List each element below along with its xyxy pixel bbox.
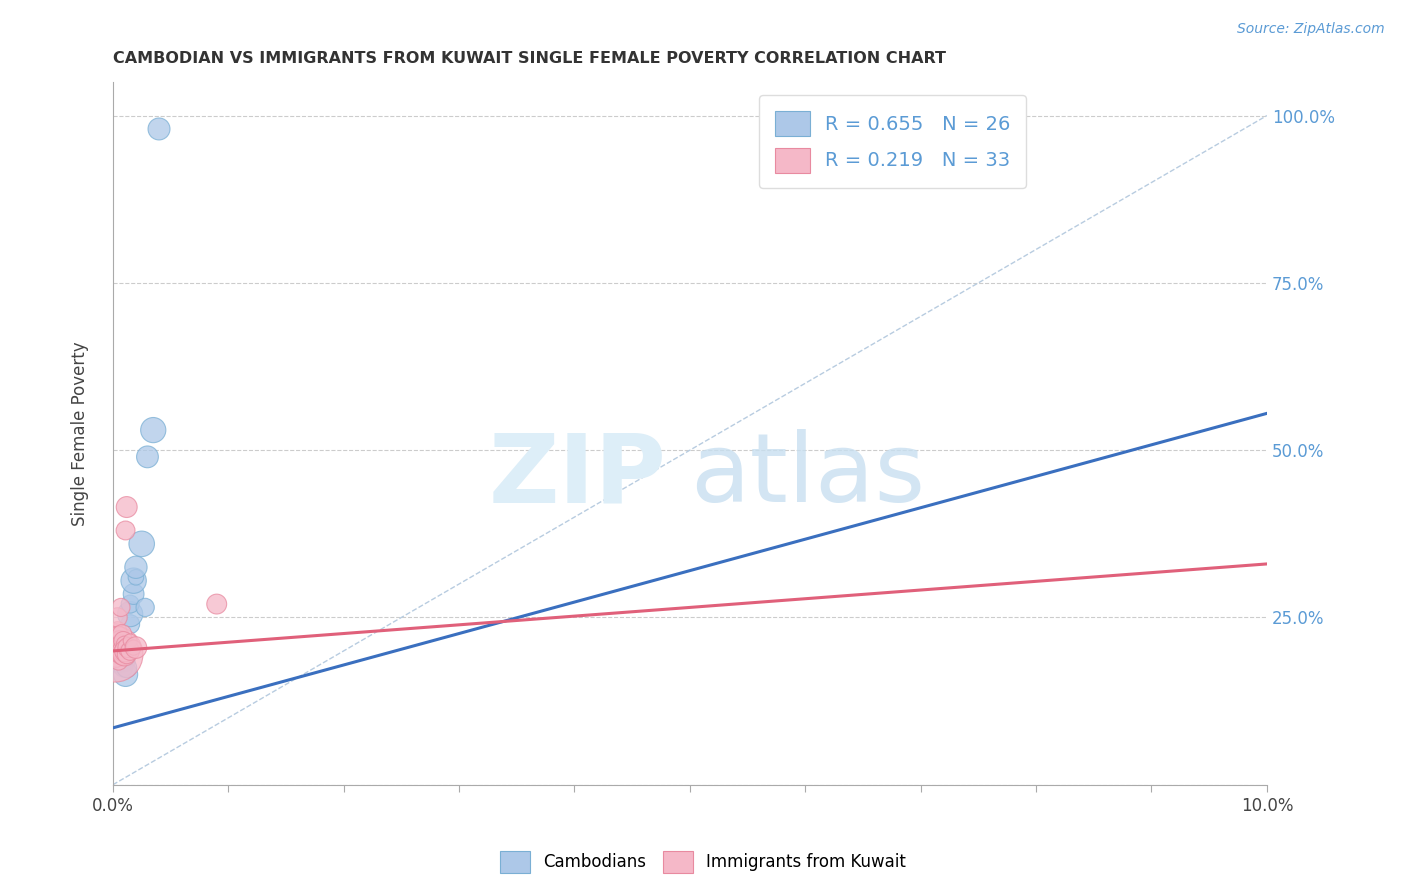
Text: ZIP: ZIP [489,429,666,522]
Point [112,637,135,651]
Point [105,647,128,661]
Point [107,633,129,648]
Point [125,560,148,574]
Point [205,597,228,611]
Point [107,610,129,624]
Point [111,627,134,641]
Point [108,637,131,651]
Point [120,617,142,632]
Point [104,647,127,661]
Point [117,640,139,655]
Point [110,647,132,661]
Point [114,667,136,681]
Point [107,624,129,638]
Point [120,633,142,648]
Legend: R = 0.655   N = 26, R = 0.219   N = 33: R = 0.655 N = 26, R = 0.219 N = 33 [759,95,1026,188]
Point [107,644,129,658]
Text: Source: ZipAtlas.com: Source: ZipAtlas.com [1237,22,1385,37]
Point [104,627,127,641]
Point [111,654,134,668]
Point [125,570,148,584]
Point [122,640,145,655]
Point [122,574,145,588]
Point [111,647,134,661]
Point [107,654,129,668]
Point [112,644,135,658]
Point [115,647,138,661]
Point [107,640,129,655]
Point [112,654,135,668]
Point [115,660,138,674]
Point [110,637,132,651]
Point [125,640,148,655]
Point [112,633,135,648]
Point [115,650,138,665]
Point [111,647,134,661]
Point [105,650,128,665]
Point [134,600,156,615]
Point [107,631,129,645]
Text: atlas: atlas [690,429,925,522]
Point [105,640,128,655]
Point [122,587,145,601]
Point [108,644,131,658]
Point [112,644,135,658]
Point [142,423,165,437]
Point [110,600,132,615]
Text: CAMBODIAN VS IMMIGRANTS FROM KUWAIT SINGLE FEMALE POVERTY CORRELATION CHART: CAMBODIAN VS IMMIGRANTS FROM KUWAIT SING… [112,51,946,66]
Point [131,537,153,551]
Point [104,637,127,651]
Point [105,633,128,648]
Point [136,450,159,464]
Point [115,500,138,514]
Legend: Cambodians, Immigrants from Kuwait: Cambodians, Immigrants from Kuwait [494,845,912,880]
Point [107,654,129,668]
Point [120,607,142,621]
Point [114,524,136,538]
Point [108,633,131,648]
Point [114,644,136,658]
Y-axis label: Single Female Poverty: Single Female Poverty [72,341,89,525]
Point [111,637,134,651]
Point [148,122,170,136]
Point [120,644,142,658]
Point [112,647,135,661]
Point [107,644,129,658]
Point [120,597,142,611]
Point [112,660,135,674]
